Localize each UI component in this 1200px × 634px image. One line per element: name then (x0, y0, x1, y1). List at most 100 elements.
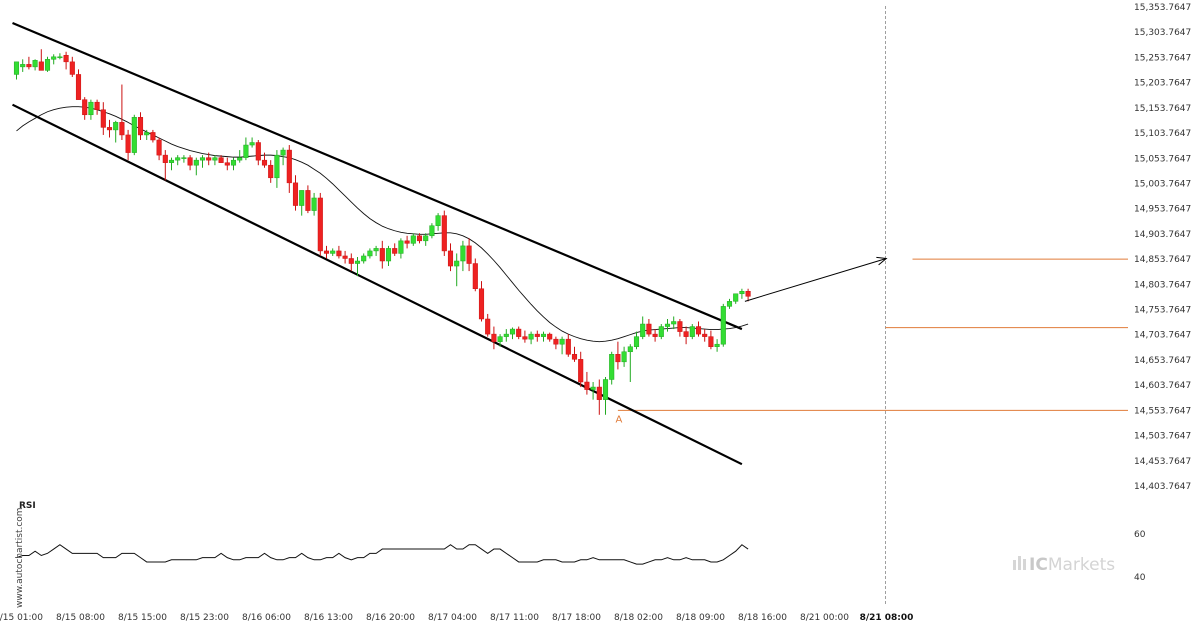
candle (75, 69, 82, 100)
candle (187, 155, 193, 171)
candle (460, 240, 466, 272)
candle (565, 334, 571, 357)
candle-body (249, 142, 255, 146)
candle-body (416, 235, 423, 242)
y-tick-label: 14,853.7647 (1134, 255, 1191, 265)
candle-body (367, 250, 373, 257)
candle-body (640, 323, 646, 337)
rsi-tick-label: 60 (1134, 530, 1146, 540)
y-tick-label: 14,453.7647 (1134, 457, 1191, 467)
candle (69, 56, 75, 77)
candle (689, 324, 695, 340)
candle-body (522, 336, 528, 340)
y-tick-label: 15,203.7647 (1134, 79, 1191, 89)
candle (106, 119, 113, 138)
candle (212, 155, 218, 166)
candle (640, 316, 646, 340)
candle-body (311, 197, 317, 211)
candle-body (224, 162, 230, 166)
candle (478, 281, 485, 322)
x-tick-label: 8/17 11:00 (490, 613, 539, 623)
candle-body (144, 132, 150, 136)
candle (224, 157, 230, 171)
y-tick-label: 15,053.7647 (1134, 154, 1191, 164)
candle (627, 344, 633, 383)
y-tick-label: 15,353.7647 (1134, 3, 1191, 13)
candle-body (547, 333, 553, 340)
candle-body (113, 122, 119, 131)
y-tick-label: 15,303.7647 (1134, 28, 1191, 38)
candle (94, 99, 100, 115)
x-tick-label: 8/16 20:00 (366, 613, 415, 623)
candle (125, 129, 131, 161)
forecast (744, 256, 888, 302)
candle (38, 49, 44, 71)
candle (243, 137, 249, 161)
side-watermark-text: www.autochartist.com (15, 507, 25, 608)
candle-body (348, 258, 354, 264)
candle (51, 54, 57, 65)
candle (472, 258, 478, 292)
x-tick-label: 8/21 00:00 (800, 613, 849, 623)
candle (206, 152, 212, 166)
candle (57, 53, 63, 60)
candle-body (509, 328, 516, 335)
candle (447, 243, 454, 272)
rsi-line (16, 544, 749, 565)
candle-body (32, 60, 38, 68)
candle-body (94, 101, 100, 110)
candle (516, 326, 522, 340)
candle (26, 56, 32, 70)
candle (193, 157, 199, 176)
candle-body (181, 157, 187, 159)
candle (144, 129, 150, 140)
candle-body (119, 122, 125, 136)
candle-body (361, 255, 367, 262)
candle (441, 210, 447, 256)
candle (509, 327, 516, 340)
candle-body (38, 61, 44, 71)
candle-body (187, 157, 193, 166)
candle (336, 245, 342, 259)
candle-body (590, 386, 596, 390)
candle (286, 145, 292, 193)
candle (175, 155, 181, 166)
candle-body (199, 157, 206, 161)
candle (733, 293, 739, 304)
candle (695, 321, 702, 337)
candle-body (156, 139, 162, 156)
candle (646, 318, 652, 337)
candle-body (206, 157, 212, 161)
candle-body (503, 333, 509, 337)
candle-body (175, 157, 181, 161)
candle-body (621, 351, 627, 363)
candle (708, 330, 714, 350)
candle-body (230, 159, 237, 166)
x-tick-label: 8/17 04:00 (428, 613, 477, 623)
channel-lower-line (12, 103, 743, 466)
candle-body (218, 157, 224, 163)
candle (435, 213, 441, 231)
candle (385, 245, 392, 267)
candle-body (528, 333, 534, 340)
candle (249, 137, 255, 148)
candle-body (63, 55, 69, 63)
candle-body (559, 338, 565, 345)
candle (299, 190, 305, 216)
candle (330, 248, 336, 256)
candles (13, 49, 751, 415)
candle-body (212, 157, 218, 161)
candle-body (237, 157, 243, 161)
candle-body (646, 323, 652, 335)
candle (392, 243, 398, 256)
candle (429, 223, 435, 239)
candle-body (44, 59, 51, 71)
candle (361, 253, 367, 264)
candle (658, 324, 664, 340)
candle-body (162, 154, 168, 163)
candle-body (602, 379, 609, 400)
candle-body (51, 56, 57, 60)
candle-body (460, 245, 466, 262)
